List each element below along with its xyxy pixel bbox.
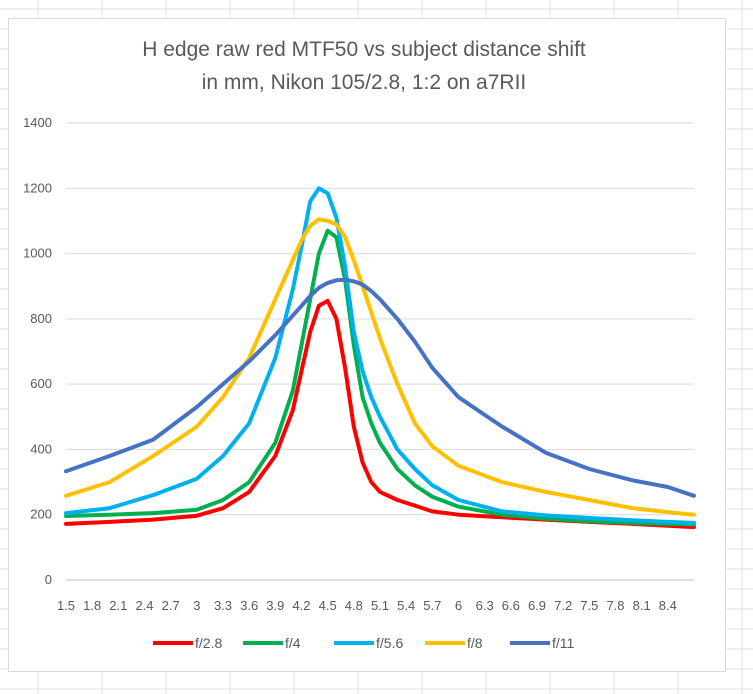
x-tick-label: 6.6	[502, 598, 520, 613]
gridlines	[66, 122, 694, 581]
legend-label: f/2.8	[195, 635, 222, 651]
x-tick-label: 4.8	[345, 598, 363, 613]
x-tick-label: 7.2	[554, 598, 572, 613]
series-line-f-8[interactable]	[64, 217, 696, 517]
y-axis-ticks: 0 200 400 600 800 1000 1200 1400	[23, 115, 52, 587]
legend-label: f/8	[467, 635, 483, 651]
x-tick-label: 7.5	[580, 598, 598, 613]
x-tick-label: 3.3	[214, 598, 232, 613]
y-tick-label: 600	[30, 376, 52, 391]
series-line-f-4[interactable]	[64, 228, 696, 527]
series-line-f-11[interactable]	[64, 277, 696, 498]
y-tick-label: 0	[45, 572, 52, 587]
x-tick-label: 3	[193, 598, 200, 613]
legend-label: f/4	[285, 635, 301, 651]
legend: f/2.8 f/4 f/5.6 f/8 f/11	[153, 635, 575, 651]
x-tick-label: 6	[455, 598, 462, 613]
chart-title-line-2: in mm, Nikon 105/2.8, 1:2 on a7RII	[202, 71, 527, 94]
x-tick-label: 8.1	[633, 598, 651, 613]
y-tick-label: 1400	[23, 115, 52, 130]
legend-label: f/5.6	[376, 635, 403, 651]
chart-area[interactable]	[8, 18, 726, 672]
x-tick-label: 8.4	[659, 598, 677, 613]
x-tick-label: 6.3	[476, 598, 494, 613]
series-line-f-5-6[interactable]	[64, 186, 696, 525]
legend-label: f/11	[552, 635, 575, 651]
x-tick-label: 7.8	[606, 598, 624, 613]
x-tick-label: 1.5	[57, 598, 75, 613]
x-tick-label: 6.9	[528, 598, 546, 613]
x-tick-label: 5.1	[371, 598, 389, 613]
series-lines	[64, 186, 696, 530]
x-tick-label: 4.5	[319, 598, 337, 613]
y-tick-label: 1000	[23, 246, 52, 261]
y-tick-label: 400	[30, 441, 52, 456]
x-tick-label: 2.1	[109, 598, 127, 613]
x-tick-label: 2.7	[162, 598, 180, 613]
y-tick-label: 800	[30, 311, 52, 326]
x-tick-label: 4.2	[292, 598, 310, 613]
x-tick-label: 5.7	[423, 598, 441, 613]
y-tick-label: 1200	[23, 180, 52, 195]
x-tick-label: 5.4	[397, 598, 415, 613]
y-tick-label: 200	[30, 507, 52, 522]
chart-title-line-1: H edge raw red MTF50 vs subject distance…	[142, 38, 586, 61]
x-tick-label: 3.6	[240, 598, 258, 613]
x-tick-label: 3.9	[266, 598, 284, 613]
x-axis: 1.5 1.8 2.1 2.4 2.7 3 3.3 3.6 3.9 4.2 4.5 4.8 5.1 5.4…	[57, 598, 677, 613]
x-tick-label: 1.8	[83, 598, 101, 613]
x-tick-label: 2.4	[135, 598, 153, 613]
